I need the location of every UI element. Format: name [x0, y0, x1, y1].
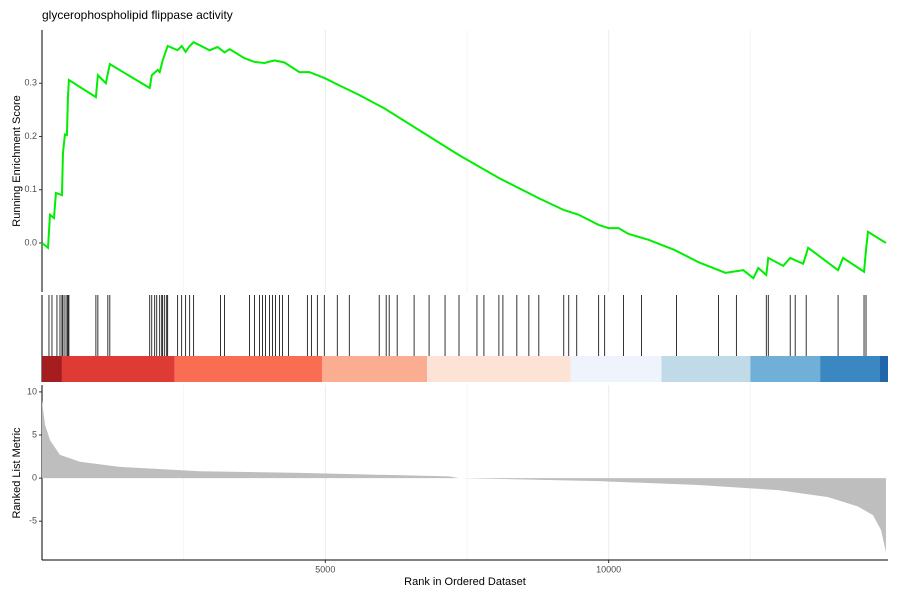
color-band — [42, 356, 62, 382]
x-axis-title: Rank in Ordered Dataset — [404, 576, 526, 588]
color-band — [174, 356, 323, 382]
color-band — [820, 356, 881, 382]
y2-tick-label: -5 — [29, 516, 37, 526]
color-band — [570, 356, 662, 382]
y-tick-label: 0.3 — [24, 78, 37, 88]
color-band — [880, 356, 888, 382]
color-band — [750, 356, 821, 382]
x-tick-label: 5000 — [315, 564, 335, 574]
color-band — [322, 356, 428, 382]
y-axis-title: Running Enrichment Score — [11, 95, 23, 226]
x-tick-label: 10000 — [596, 564, 621, 574]
es-line — [41, 41, 887, 280]
y2-tick-label: 5 — [32, 429, 37, 439]
color-band — [661, 356, 751, 382]
y2-tick-label: 0 — [32, 472, 37, 482]
chart-title: glycerophospholipid flippase activity — [42, 8, 233, 22]
metric-area — [42, 400, 886, 553]
color-band — [427, 356, 571, 382]
y2-axis-title: Ranked List Metric — [11, 427, 23, 519]
y-tick-label: 0.0 — [24, 237, 37, 247]
color-band — [61, 356, 175, 382]
y-tick-label: 0.2 — [24, 131, 37, 141]
y-tick-label: 0.1 — [24, 184, 37, 194]
y2-tick-label: 10 — [27, 386, 37, 396]
